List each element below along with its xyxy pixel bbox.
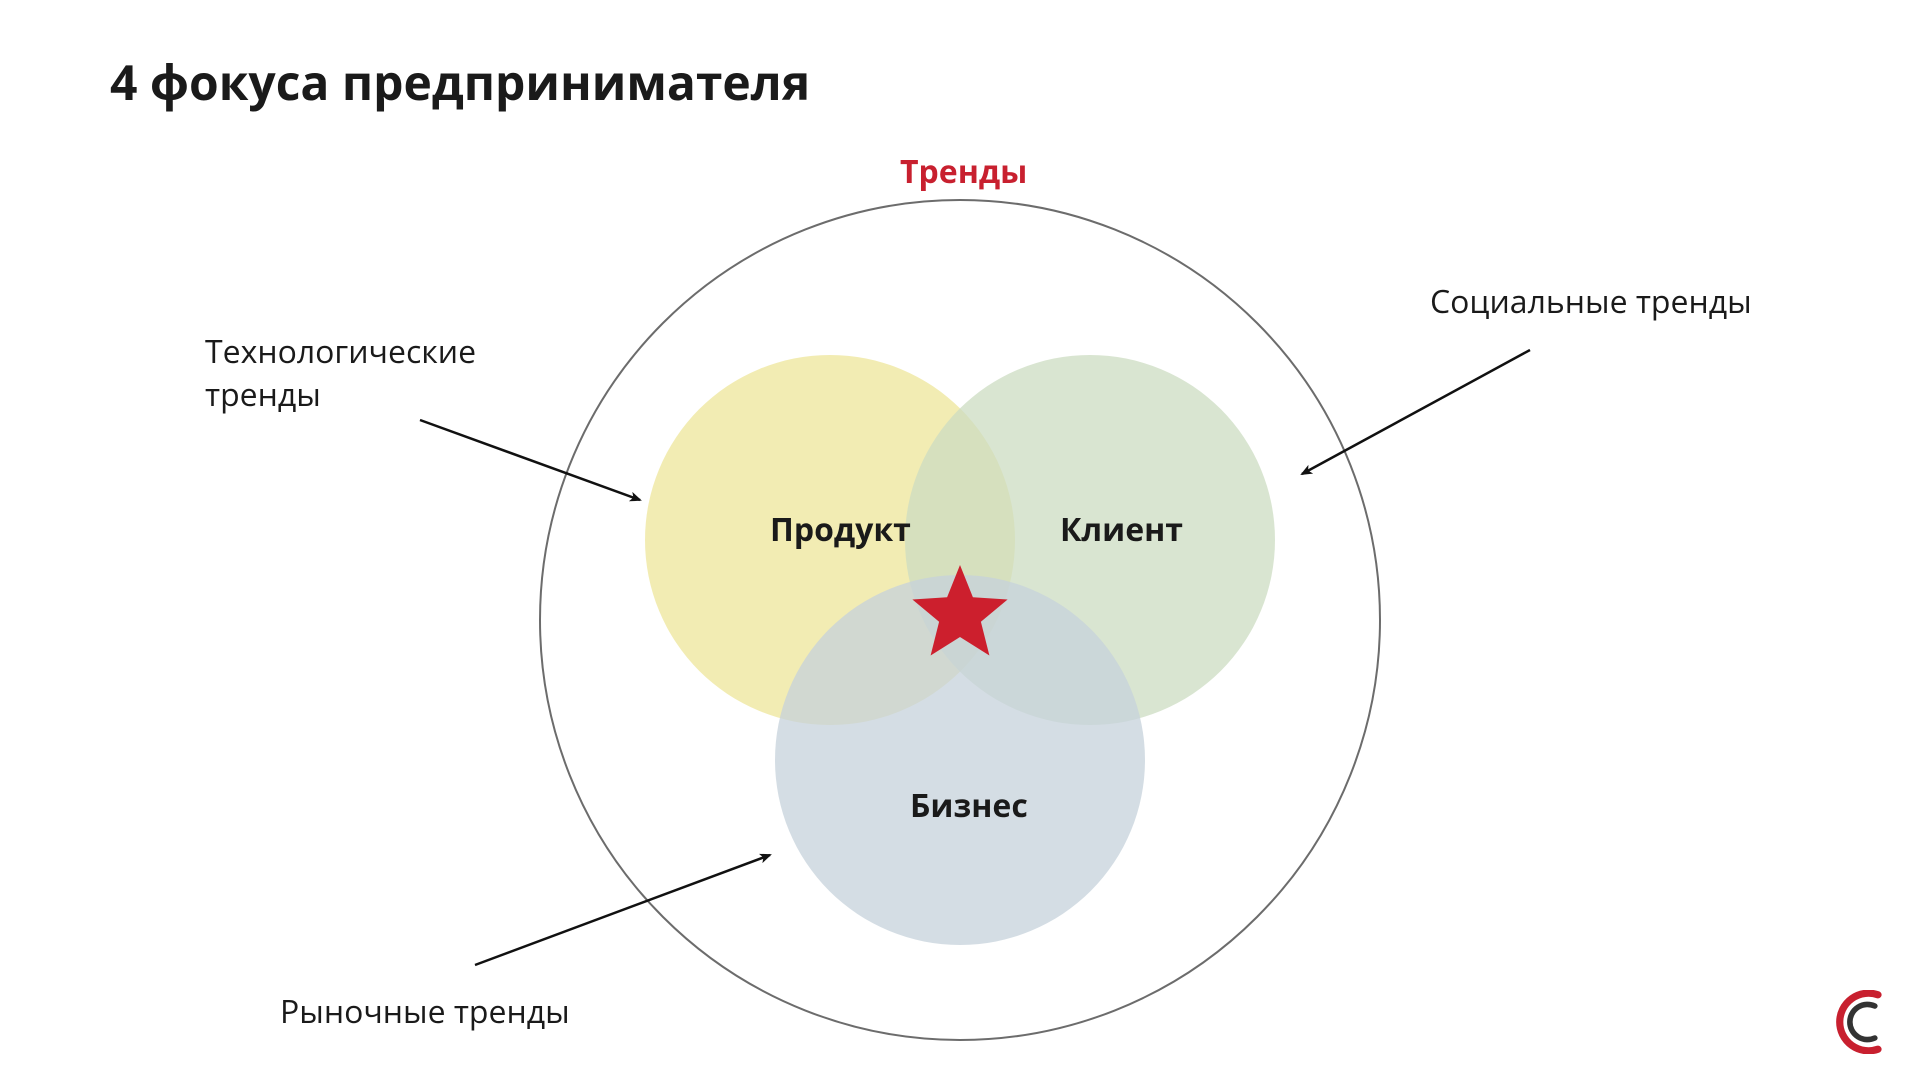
arrow-social <box>1302 350 1530 474</box>
annotation-market: Рыночные тренды <box>280 990 570 1033</box>
annotation-tech: Технологические тренды <box>205 330 476 416</box>
venn-label-business: Бизнес <box>910 784 1028 827</box>
venn-label-client: Клиент <box>1060 508 1183 551</box>
arrow-tech <box>420 420 640 500</box>
annotation-social: Социальные тренды <box>1430 280 1752 323</box>
venn-circles <box>645 355 1275 945</box>
brand-logo-icon <box>1830 990 1894 1054</box>
venn-label-product: Продукт <box>770 508 911 551</box>
venn-diagram <box>0 0 1920 1080</box>
